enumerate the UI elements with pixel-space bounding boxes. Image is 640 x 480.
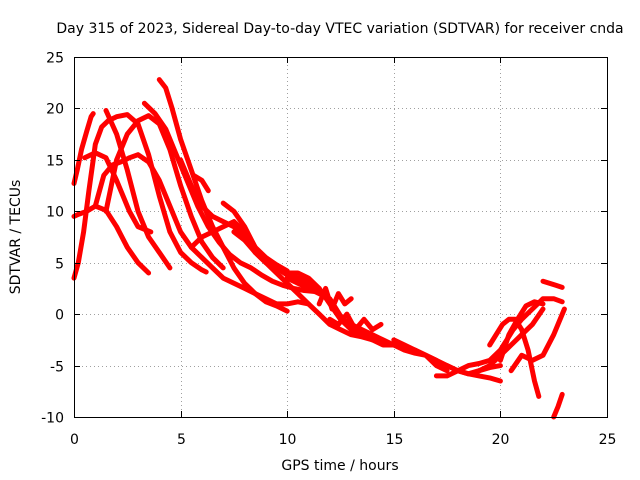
data-series-arc-21	[476, 306, 546, 374]
data-series-arc-17	[327, 311, 384, 333]
y-axis-label: SDTVAR / TECUs	[8, 180, 24, 295]
x-tick-label: 25	[599, 432, 617, 448]
data-series-arc-4	[82, 150, 154, 235]
y-tick-label: -5	[50, 360, 64, 376]
y-tick-label: -10	[41, 411, 64, 427]
y-tick-labels: -10 -5 0 5 10 15 20 25	[41, 51, 64, 427]
data-series-arc-23	[497, 299, 546, 363]
y-tick-label: 25	[46, 51, 64, 67]
data-series-arc-9	[156, 77, 290, 314]
y-tick-label: 20	[46, 102, 64, 118]
data-series-arc-16	[316, 285, 354, 312]
x-tick-label: 5	[177, 432, 186, 448]
x-tick-label: 10	[279, 432, 297, 448]
y-tick-label: 0	[55, 308, 64, 324]
data-series-arc-11	[188, 219, 290, 274]
y-tick-label: 10	[46, 205, 64, 221]
x-axis-label: GPS time / hours	[281, 458, 398, 474]
chart-title: Day 315 of 2023, Sidereal Day-to-day VTE…	[56, 21, 623, 37]
x-tick-labels: 0 5 10 15 20 25	[70, 432, 616, 448]
x-tick-label: 20	[492, 432, 510, 448]
data-series-arc-2	[71, 111, 96, 186]
data-series-arc-5	[103, 108, 173, 271]
data-series	[71, 77, 567, 420]
data-series-arc-13	[220, 200, 418, 353]
data-series-arc-25	[540, 278, 565, 290]
plot-frame	[74, 57, 608, 418]
y-tick-label: 5	[55, 257, 64, 273]
data-series-arc-26	[551, 391, 565, 420]
x-tick-label: 0	[70, 432, 79, 448]
data-series-arc-12	[190, 172, 211, 194]
y-tick-label: 15	[46, 154, 64, 170]
data-series-arc-1	[71, 112, 209, 281]
x-tick-label: 15	[386, 432, 404, 448]
data-series-arc-24	[508, 306, 567, 374]
data-series-arc-7	[103, 113, 226, 271]
